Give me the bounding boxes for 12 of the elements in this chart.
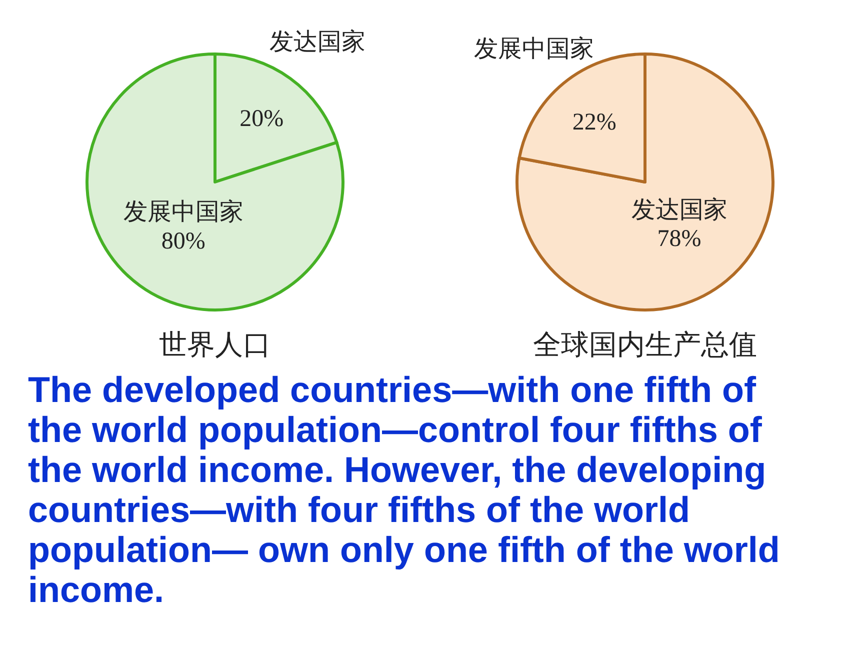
slice-label: 发展中国家 [474, 35, 594, 62]
data-label: 78% [657, 226, 702, 252]
slice-label: 发达国家 [631, 196, 728, 224]
data-label: 20% [240, 106, 284, 132]
slice-label: 发达国家 [269, 28, 366, 56]
data-label: 80% [161, 228, 206, 254]
data-label: 22% [572, 109, 616, 136]
pie-slice [86, 52, 344, 312]
slice-label: 发展中国家 [123, 198, 244, 226]
text: 世界人口 [159, 330, 271, 361]
text: The developed countries—with one fifth of the world population—control four fifths of the world income. However, the developing countries—with four fifths of the world population— own only one fifth of the world income. [28, 369, 780, 610]
text: 全球国内生产总值 [533, 330, 757, 361]
